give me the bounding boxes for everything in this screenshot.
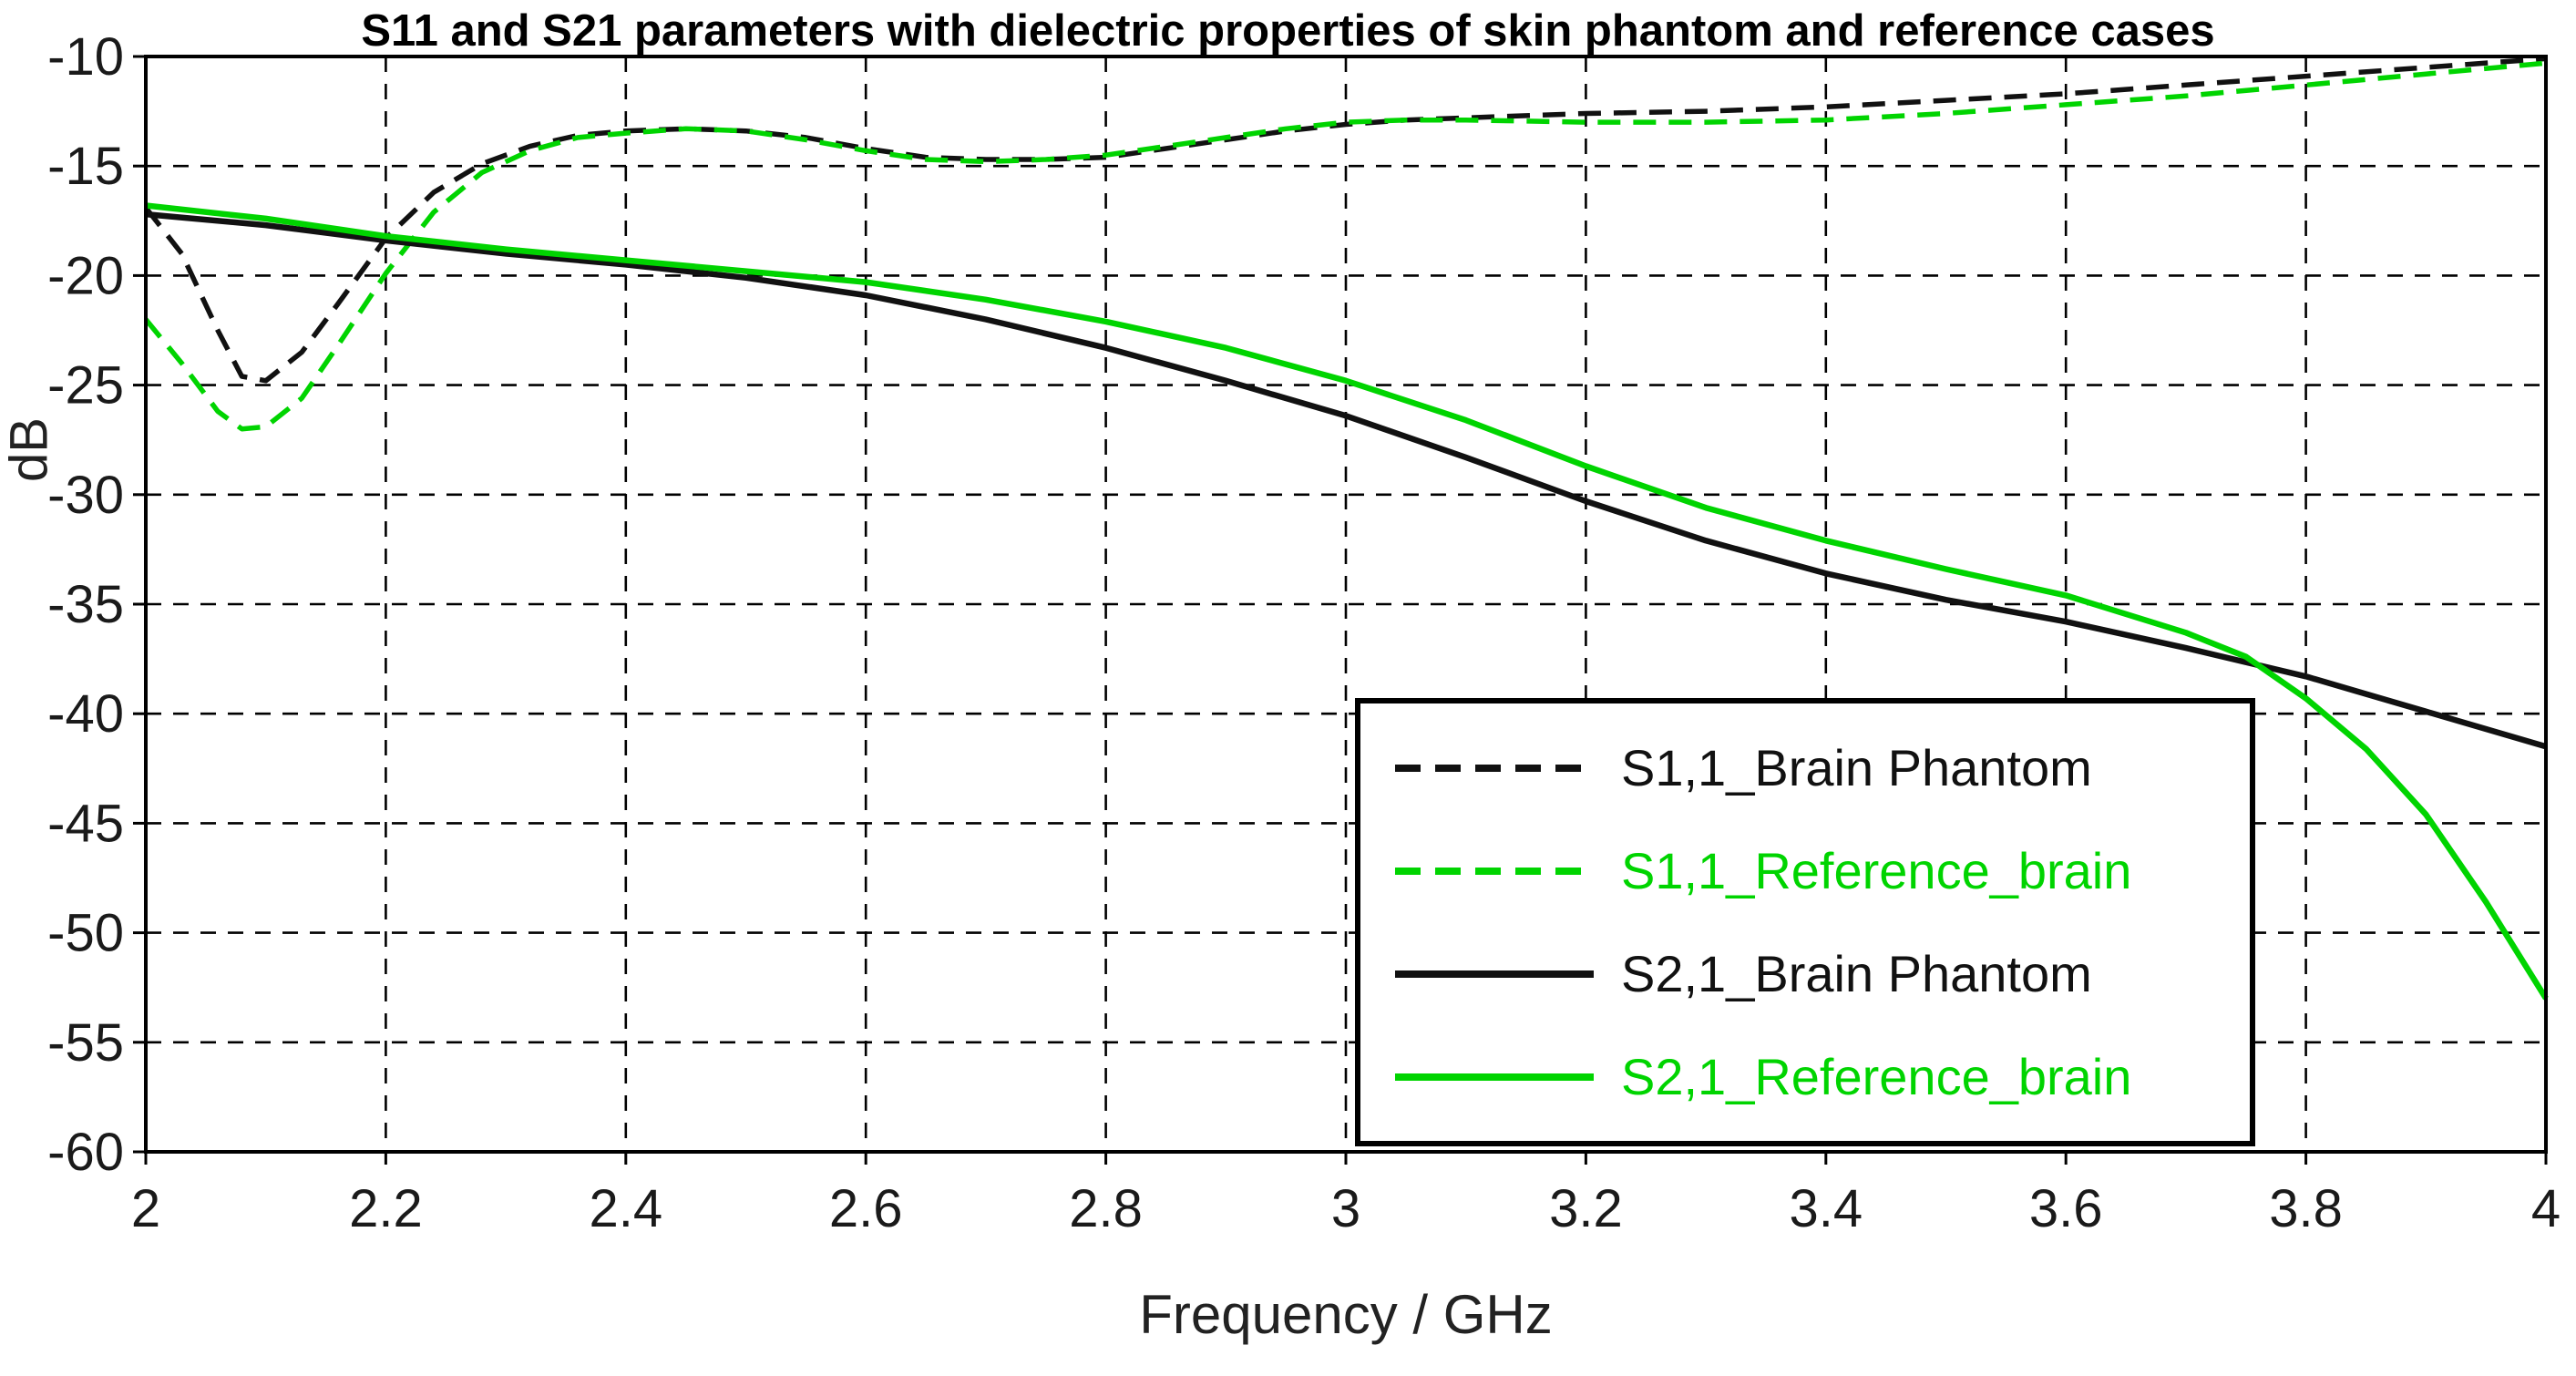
legend-line-sample-icon bbox=[1395, 867, 1594, 875]
x-tick-label: 3.8 bbox=[2269, 1179, 2343, 1238]
legend-label: S1,1_Brain Phantom bbox=[1621, 739, 2092, 796]
y-tick-label: -10 bbox=[47, 27, 124, 87]
legend-line-sample-icon bbox=[1395, 1073, 1594, 1081]
legend-line-sample-icon bbox=[1395, 970, 1594, 978]
legend: S1,1_Brain Phantom S1,1_Reference_brain S2… bbox=[1355, 698, 2255, 1146]
x-tick-label: 3.4 bbox=[1789, 1179, 1863, 1238]
x-tick-label: 4 bbox=[2531, 1179, 2561, 1238]
legend-item: S1,1_Brain Phantom bbox=[1395, 738, 2215, 797]
series-line-s2-1-brain-phantom bbox=[145, 211, 2547, 750]
legend-label: S1,1_Reference_brain bbox=[1621, 842, 2132, 899]
legend-label: S2,1_Reference_brain bbox=[1621, 1048, 2132, 1105]
y-tick-label: -30 bbox=[47, 466, 124, 525]
x-tick-label: 2.2 bbox=[349, 1179, 423, 1238]
x-tick-label: 3.6 bbox=[2029, 1179, 2103, 1238]
x-tick-label: 3.2 bbox=[1549, 1179, 1623, 1238]
y-tick-label: -15 bbox=[47, 137, 124, 196]
y-tick-label: -20 bbox=[47, 246, 124, 305]
x-tick-label: 2.8 bbox=[1069, 1179, 1143, 1238]
series-line-s2-1-reference-brain bbox=[145, 202, 2549, 1001]
legend-line-sample-icon bbox=[1395, 764, 1594, 772]
legend-label: S2,1_Brain Phantom bbox=[1621, 945, 2092, 1002]
y-tick-label: -50 bbox=[47, 904, 124, 963]
x-tick-label: 2.4 bbox=[589, 1179, 662, 1238]
x-axis-label: Frequency / GHz bbox=[1139, 1284, 1553, 1345]
series-line-s1-1-reference-brain bbox=[143, 60, 2547, 432]
x-tick-label: 2.6 bbox=[829, 1179, 903, 1238]
legend-item: S2,1_Reference_brain bbox=[1395, 1047, 2215, 1106]
legend-item: S1,1_Reference_brain bbox=[1395, 841, 2215, 900]
x-tick-label: 2 bbox=[131, 1179, 160, 1238]
y-tick-label: -55 bbox=[47, 1013, 124, 1073]
y-axis-label: dB bbox=[0, 417, 59, 482]
y-tick-label: -60 bbox=[47, 1123, 124, 1182]
y-tick-label: -40 bbox=[47, 684, 124, 744]
series-line-s1-1-brain-phantom bbox=[143, 56, 2547, 384]
x-tick-label: 3 bbox=[1331, 1179, 1360, 1238]
legend-item: S2,1_Brain Phantom bbox=[1395, 944, 2215, 1003]
chart-title: S11 and S21 parameters with dielectric p… bbox=[361, 6, 2215, 56]
y-tick-label: -35 bbox=[47, 575, 124, 634]
y-tick-label: -45 bbox=[47, 794, 124, 853]
y-tick-label: -25 bbox=[47, 356, 124, 416]
